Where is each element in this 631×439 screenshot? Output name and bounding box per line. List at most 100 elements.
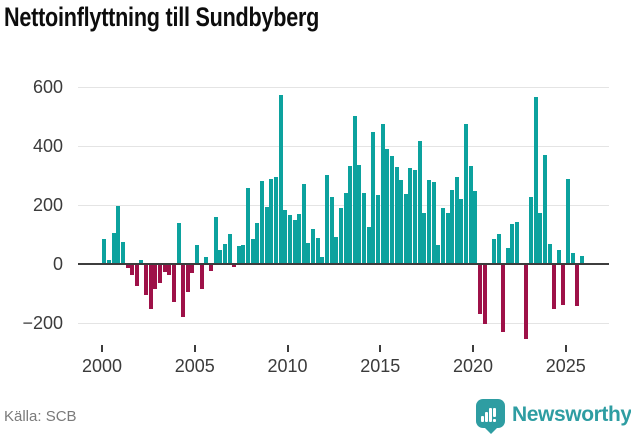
bar-2013Q2 — [348, 166, 353, 264]
bar-2003Q3 — [167, 265, 172, 275]
bar-2017Q1 — [417, 141, 422, 264]
bar-2002Q1 — [139, 260, 144, 264]
bar-2004Q2 — [181, 265, 186, 317]
bar-2019Q4 — [468, 166, 473, 264]
x-tick-label-2025: 2025 — [545, 356, 586, 376]
source-note: Källa: SCB — [4, 408, 77, 425]
y-tick-label-0: 0 — [52, 254, 63, 274]
bar-2019Q3 — [464, 124, 468, 264]
bar-2001Q2 — [125, 265, 130, 268]
bar-2002Q4 — [153, 265, 158, 289]
bar-2021Q4 — [505, 248, 510, 264]
bar-2010Q2 — [292, 220, 297, 264]
newsworthy-logo[interactable]: Newsworthy — [476, 398, 631, 436]
bar-2005Q3 — [204, 257, 209, 264]
bar-2019Q1 — [454, 177, 459, 264]
bar-2006Q2 — [218, 250, 223, 264]
bar-2009Q2 — [273, 177, 278, 264]
bar-2011Q2 — [311, 229, 315, 264]
bar-2010Q4 — [301, 184, 306, 264]
bar-2005Q1 — [195, 245, 200, 264]
gridline-400 — [78, 146, 609, 147]
bar-2025Q3 — [575, 265, 580, 306]
bar-2010Q3 — [297, 214, 302, 264]
bar-2006Q4 — [227, 234, 232, 264]
bar-2007Q1 — [232, 265, 237, 267]
bar-2002Q2 — [144, 265, 149, 295]
bar-2023Q4 — [542, 155, 547, 264]
bar-2010Q1 — [287, 215, 292, 264]
bar-2012Q3 — [334, 237, 339, 264]
bar-2015Q4 — [394, 167, 399, 264]
gridline--200 — [78, 323, 609, 324]
bar-2002Q3 — [148, 265, 153, 309]
bar-2016Q2 — [403, 194, 408, 264]
bar-2014Q2 — [366, 227, 371, 264]
bar-2023Q3 — [538, 213, 543, 264]
bar-2017Q4 — [431, 182, 436, 264]
exclamation-icon — [493, 408, 496, 422]
bar-chart-icon — [481, 406, 500, 422]
mini-bar-icon — [485, 412, 488, 422]
x-tick-label-2000: 2000 — [81, 356, 123, 376]
bar-2003Q2 — [162, 265, 167, 272]
bar-2011Q3 — [315, 238, 320, 264]
bar-2016Q3 — [408, 168, 413, 264]
bar-2024Q3 — [556, 250, 561, 264]
bar-2013Q4 — [357, 165, 362, 264]
bar-2021Q2 — [496, 234, 501, 264]
bar-2022Q2 — [515, 222, 520, 264]
bar-2005Q2 — [199, 265, 204, 289]
newsworthy-pin-icon — [476, 399, 505, 428]
bar-2008Q3 — [260, 181, 264, 264]
bar-2011Q4 — [320, 257, 325, 264]
bar-2004Q1 — [176, 223, 181, 264]
bar-2000Q4 — [116, 206, 121, 264]
bar-2022Q1 — [510, 224, 515, 264]
bar-2001Q1 — [120, 242, 125, 264]
bar-2017Q3 — [426, 180, 431, 264]
bar-2018Q2 — [440, 208, 445, 264]
bar-2021Q3 — [501, 265, 506, 332]
bar-2001Q3 — [130, 265, 135, 275]
bar-2018Q1 — [436, 245, 441, 264]
x-tick-label-2010: 2010 — [267, 356, 308, 376]
bar-2012Q4 — [338, 208, 343, 264]
x-tick-label-2020: 2020 — [452, 356, 494, 376]
y-tick-label-400: 400 — [32, 136, 63, 156]
bar-2007Q3 — [241, 245, 246, 264]
x-tick-2000 — [101, 345, 103, 352]
bar-2005Q4 — [209, 265, 213, 271]
x-tick-2010 — [286, 345, 289, 352]
bar-2001Q4 — [134, 265, 139, 286]
bar-2025Q2 — [570, 253, 575, 264]
bar-2025Q4 — [580, 256, 584, 264]
bar-2009Q4 — [283, 210, 288, 264]
y-tick-label--200: −200 — [22, 313, 63, 333]
bar-2023Q1 — [529, 197, 533, 264]
x-tick-2020 — [472, 345, 474, 352]
bar-2008Q4 — [264, 207, 269, 264]
bar-2000Q3 — [111, 233, 116, 264]
bar-2023Q2 — [533, 97, 538, 264]
gridline-600 — [78, 87, 609, 88]
bar-2000Q1 — [102, 239, 107, 264]
bar-2022Q4 — [524, 265, 529, 339]
bar-2011Q1 — [306, 243, 311, 264]
pin-pointer-icon — [483, 426, 499, 434]
bar-2009Q3 — [278, 95, 283, 264]
bar-2014Q4 — [375, 195, 380, 264]
brand-name: Newsworthy — [512, 403, 631, 426]
chart-title: Nettoinflyttning till Sundbyberg — [4, 2, 320, 32]
bar-2003Q1 — [158, 265, 162, 283]
bar-2013Q1 — [343, 193, 348, 264]
x-tick-2025 — [564, 345, 567, 352]
bar-2015Q1 — [380, 124, 385, 264]
bar-2007Q2 — [236, 246, 241, 264]
bar-2004Q3 — [185, 265, 190, 292]
bar-2015Q2 — [385, 149, 390, 264]
zero-axis-line — [78, 263, 609, 265]
bar-2016Q4 — [413, 170, 417, 264]
bar-2020Q3 — [482, 265, 487, 324]
